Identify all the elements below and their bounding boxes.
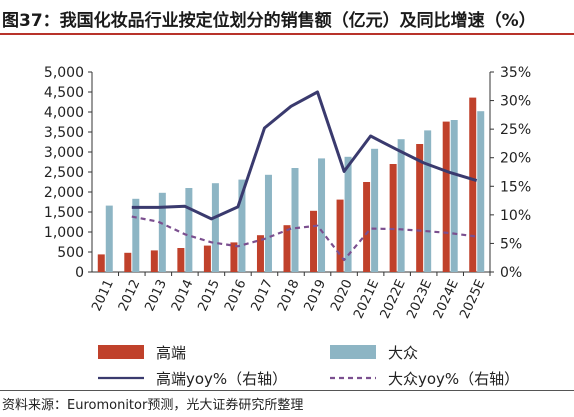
x-axis-tick-label: 2017 [249,277,277,313]
legend-high-end-swatch [98,345,144,359]
bar-high-end [389,164,397,272]
x-axis-tick-label: 2014 [169,277,197,313]
source-note: 资料来源：Euromonitor预测，光大证券研究所整理 [2,398,304,413]
left-axis-tick-label: 500 [57,245,84,261]
x-axis-tick-label: 2015 [195,277,223,313]
x-axis-tick-label: 2013 [142,277,170,313]
bar-high-end [336,199,344,272]
x-axis-tick-label: 2012 [116,277,144,313]
bar-mass [185,188,193,272]
left-axis-tick-label: 2,500 [44,165,84,181]
bar-mass [238,179,246,272]
bar-mass [105,205,113,272]
bar-mass [264,174,272,272]
left-axis-tick-label: 1,500 [44,205,84,221]
bar-mass [211,183,219,272]
title-divider [0,33,574,35]
line-mass-yoy [131,215,477,262]
legend-mass-yoy-label: 大众yoy%（右轴） [388,370,519,388]
bar-high-end [256,235,264,272]
bar-mass [450,120,458,272]
bars [97,97,485,272]
bar-high-end [283,225,291,272]
bar-mass [344,156,352,272]
x-axis-tick-label: 2025E [457,277,488,321]
legend-high-end-label: 高端 [156,344,186,362]
left-axis-tick-label: 4,500 [44,85,84,101]
bar-mass [132,198,140,272]
x-axis-tick-label: 2018 [275,277,303,313]
bar-mass [477,111,485,272]
right-axis-tick-label: 35% [500,65,531,81]
right-axis-tick-label: 5% [500,236,522,252]
legend-mass-swatch [330,345,376,359]
figure-title: 图37：我国化妆品行业按定位划分的销售额（亿元）及同比增速（%） [2,11,536,31]
axes [88,71,494,276]
bar-high-end [97,254,105,272]
right-axis-tick-label: 10% [500,208,531,224]
bar-high-end [230,242,238,272]
bar-high-end [310,210,318,272]
left-axis-tick-label: 0 [75,265,84,281]
bar-mass [371,148,379,272]
x-axis-tick-label: 2020 [328,277,356,313]
bar-mass [318,158,326,272]
bar-mass [397,139,405,272]
x-axis-tick-label: 2016 [222,277,250,313]
lines [131,90,478,262]
bar-high-end [416,144,424,272]
tick-labels: 0 500 1,000 1,500 2,000 2,500 3,000 3,500 4,000 4… [44,65,531,321]
bar-high-end [177,248,185,272]
bar-high-end [469,97,477,272]
left-axis-tick-label: 3,000 [44,145,84,161]
left-axis-tick-label: 4,000 [44,105,84,121]
bar-mass [158,192,166,272]
bar-high-end [363,182,371,272]
line-high-end-yoy [131,90,478,221]
bar-mass [291,168,299,272]
legend-high-end-yoy-label: 高端yoy%（右轴） [156,370,287,388]
bar-high-end [203,245,211,272]
bar-high-end [124,252,132,272]
right-axis-tick-label: 0% [500,265,522,281]
left-axis-tick-label: 5,000 [44,65,84,81]
right-axis-tick-label: 15% [500,179,531,195]
right-axis-tick-label: 30% [500,94,531,110]
bar-high-end [442,121,450,272]
left-axis-tick-label: 3,500 [44,125,84,141]
legend-mass-label: 大众 [388,344,418,362]
x-axis-tick-label: 2011 [89,277,117,313]
bar-high-end [150,250,158,272]
x-axis-tick-label: 2019 [302,277,330,313]
right-axis-tick-label: 25% [500,122,531,138]
source-divider [0,390,574,391]
right-axis-tick-label: 20% [500,151,531,167]
bar-mass [424,130,432,272]
left-axis-tick-label: 1,000 [44,225,84,241]
left-axis-tick-label: 2,000 [44,185,84,201]
